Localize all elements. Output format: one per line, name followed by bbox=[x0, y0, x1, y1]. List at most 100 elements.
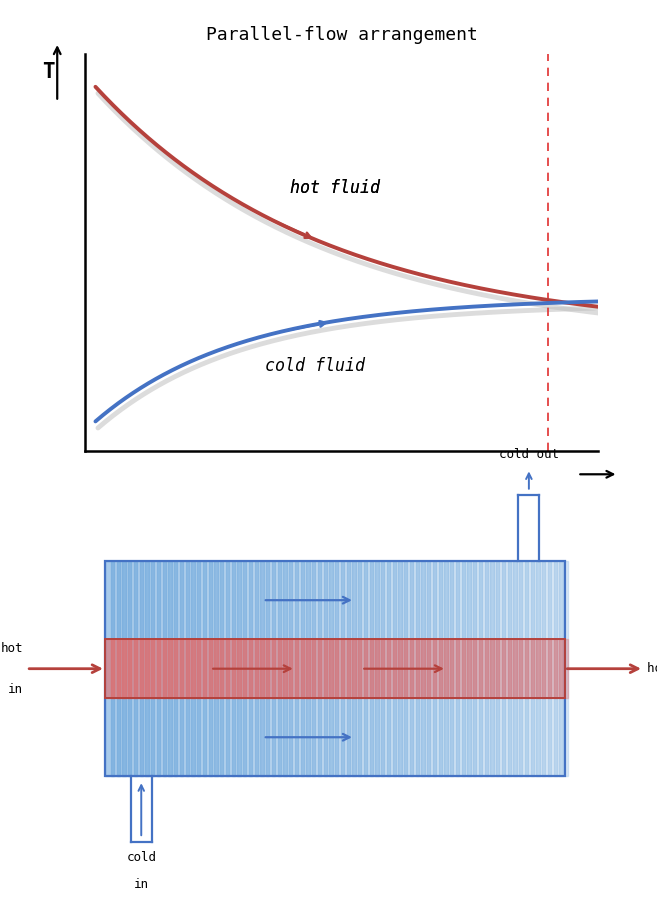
Bar bbox=[502, 640, 511, 698]
Bar bbox=[456, 640, 465, 698]
Bar bbox=[168, 561, 177, 777]
Bar bbox=[312, 561, 321, 777]
Bar bbox=[479, 561, 487, 777]
Bar bbox=[122, 640, 131, 698]
Bar bbox=[174, 561, 183, 777]
Bar bbox=[295, 640, 304, 698]
Bar bbox=[398, 561, 407, 777]
Bar bbox=[237, 561, 246, 777]
Bar bbox=[341, 561, 350, 777]
Bar bbox=[105, 640, 114, 698]
Bar bbox=[335, 561, 344, 777]
Bar bbox=[364, 561, 373, 777]
Bar bbox=[548, 640, 556, 698]
Bar bbox=[421, 561, 430, 777]
Bar bbox=[444, 561, 453, 777]
Text: cold: cold bbox=[126, 851, 156, 864]
Bar bbox=[318, 561, 327, 777]
Bar bbox=[347, 640, 355, 698]
Bar bbox=[306, 561, 315, 777]
Bar bbox=[209, 561, 217, 777]
Bar bbox=[209, 640, 217, 698]
Bar bbox=[519, 561, 528, 777]
Bar bbox=[186, 640, 194, 698]
Bar bbox=[329, 561, 338, 777]
Text: hot fluid: hot fluid bbox=[290, 178, 380, 196]
Bar bbox=[323, 561, 332, 777]
Bar bbox=[473, 561, 482, 777]
Bar bbox=[352, 561, 361, 777]
Bar bbox=[220, 640, 229, 698]
Bar bbox=[255, 640, 263, 698]
Bar bbox=[301, 561, 309, 777]
Bar bbox=[203, 561, 212, 777]
Bar bbox=[519, 640, 528, 698]
Bar bbox=[186, 561, 194, 777]
Bar bbox=[289, 640, 298, 698]
Text: hot: hot bbox=[1, 642, 23, 655]
Bar bbox=[387, 561, 396, 777]
Bar bbox=[513, 561, 522, 777]
Bar bbox=[163, 561, 171, 777]
Bar bbox=[467, 561, 476, 777]
Bar bbox=[122, 561, 131, 777]
Bar bbox=[214, 561, 223, 777]
Bar bbox=[513, 640, 522, 698]
Text: T: T bbox=[42, 62, 55, 82]
Text: in: in bbox=[134, 878, 148, 891]
Bar bbox=[249, 561, 258, 777]
Bar bbox=[490, 640, 499, 698]
Bar bbox=[203, 640, 212, 698]
Bar bbox=[312, 640, 321, 698]
Bar bbox=[283, 640, 292, 698]
Bar bbox=[404, 640, 413, 698]
Bar bbox=[134, 640, 143, 698]
Bar bbox=[369, 561, 378, 777]
Bar bbox=[180, 640, 189, 698]
Bar bbox=[548, 561, 556, 777]
Bar bbox=[329, 640, 338, 698]
Bar bbox=[439, 561, 447, 777]
Bar bbox=[536, 640, 545, 698]
Bar bbox=[191, 561, 200, 777]
Bar bbox=[163, 640, 171, 698]
Bar bbox=[490, 561, 499, 777]
Bar bbox=[416, 561, 424, 777]
Bar bbox=[427, 640, 436, 698]
Bar bbox=[139, 640, 148, 698]
Bar bbox=[105, 561, 114, 777]
Bar bbox=[559, 640, 568, 698]
Bar bbox=[249, 640, 258, 698]
Text: cold out: cold out bbox=[499, 448, 559, 460]
Bar bbox=[301, 640, 309, 698]
Bar bbox=[341, 640, 350, 698]
Bar bbox=[392, 561, 401, 777]
Bar bbox=[450, 640, 459, 698]
Bar bbox=[347, 561, 355, 777]
Bar bbox=[473, 640, 482, 698]
Bar bbox=[105, 640, 565, 698]
Bar bbox=[260, 640, 269, 698]
Bar bbox=[479, 640, 487, 698]
Bar bbox=[525, 561, 533, 777]
Bar bbox=[266, 640, 275, 698]
Bar bbox=[496, 561, 505, 777]
Bar bbox=[117, 561, 125, 777]
Bar bbox=[277, 561, 286, 777]
Bar bbox=[174, 640, 183, 698]
Bar bbox=[157, 640, 166, 698]
Bar bbox=[410, 640, 419, 698]
Bar bbox=[180, 561, 189, 777]
Bar bbox=[507, 561, 516, 777]
Bar bbox=[421, 640, 430, 698]
Bar bbox=[358, 561, 367, 777]
Bar bbox=[243, 561, 252, 777]
Title: Parallel-flow arrangement: Parallel-flow arrangement bbox=[206, 26, 478, 44]
Bar bbox=[151, 640, 160, 698]
Bar bbox=[404, 561, 413, 777]
Bar bbox=[381, 640, 390, 698]
Bar bbox=[168, 640, 177, 698]
Bar bbox=[117, 640, 125, 698]
Bar bbox=[559, 561, 568, 777]
Bar bbox=[295, 561, 304, 777]
